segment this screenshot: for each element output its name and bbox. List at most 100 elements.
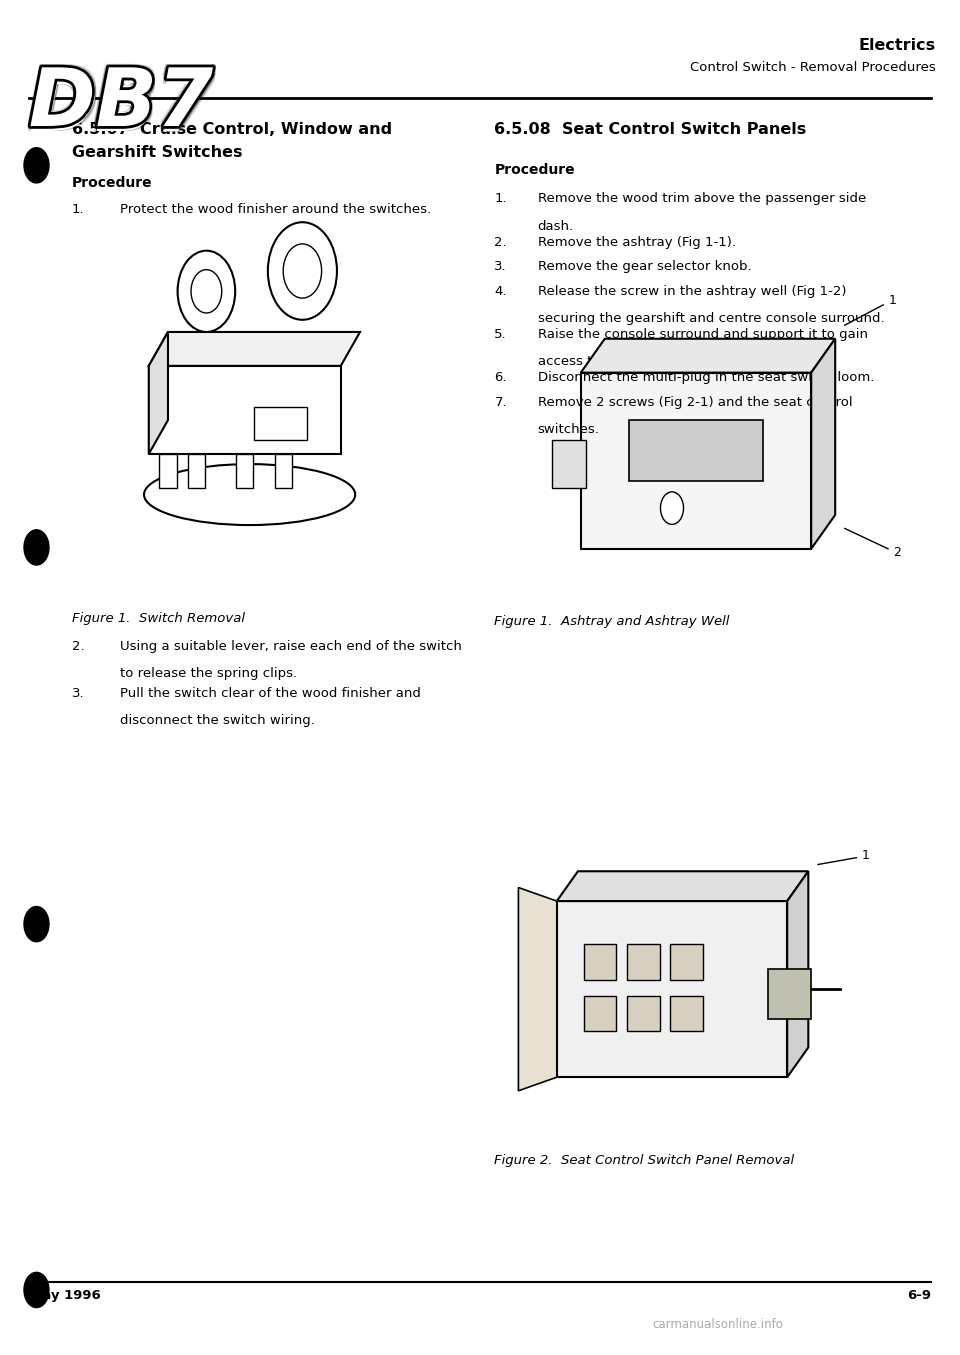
- Text: 7.: 7.: [494, 396, 507, 409]
- Text: DB7: DB7: [29, 65, 213, 144]
- Text: Protect the wood finisher around the switches.: Protect the wood finisher around the swi…: [120, 203, 431, 217]
- Text: disconnect the switch wiring.: disconnect the switch wiring.: [120, 714, 315, 728]
- Text: 3.: 3.: [494, 260, 507, 274]
- Circle shape: [24, 530, 49, 565]
- Text: access to the seat control panel.: access to the seat control panel.: [538, 355, 756, 369]
- FancyBboxPatch shape: [552, 440, 586, 488]
- Polygon shape: [275, 454, 292, 488]
- Text: DB7: DB7: [33, 69, 217, 148]
- Text: DB7: DB7: [29, 69, 213, 148]
- Polygon shape: [518, 888, 557, 1091]
- Text: securing the gearshift and centre console surround.: securing the gearshift and centre consol…: [538, 312, 884, 325]
- Text: 2.: 2.: [72, 640, 84, 653]
- Text: 1: 1: [889, 294, 897, 308]
- Text: DB7: DB7: [25, 69, 209, 148]
- Text: Electrics: Electrics: [859, 38, 936, 53]
- Text: Remove 2 screws (Fig 2-1) and the seat control: Remove 2 screws (Fig 2-1) and the seat c…: [538, 396, 852, 409]
- Text: Remove the gear selector knob.: Remove the gear selector knob.: [538, 260, 752, 274]
- Text: DB7: DB7: [31, 64, 215, 141]
- Ellipse shape: [144, 463, 355, 524]
- Text: Pull the switch clear of the wood finisher and: Pull the switch clear of the wood finish…: [120, 687, 420, 701]
- Text: Procedure: Procedure: [72, 176, 153, 190]
- Circle shape: [283, 244, 322, 298]
- Text: carmanualsonline.info: carmanualsonline.info: [653, 1317, 783, 1331]
- Text: DB7: DB7: [25, 65, 209, 144]
- Polygon shape: [787, 871, 808, 1077]
- Circle shape: [268, 222, 337, 320]
- Text: DB7: DB7: [27, 69, 211, 148]
- Text: 2.: 2.: [494, 236, 507, 249]
- Text: DB7: DB7: [27, 61, 211, 140]
- Text: Raise the console surround and support it to gain: Raise the console surround and support i…: [538, 328, 868, 341]
- Text: Gearshift Switches: Gearshift Switches: [72, 145, 243, 160]
- Text: DB7: DB7: [29, 69, 213, 148]
- Text: switches.: switches.: [538, 423, 599, 436]
- Polygon shape: [768, 969, 811, 1019]
- Text: 4.: 4.: [494, 285, 507, 298]
- Text: 6.5.08  Seat Control Switch Panels: 6.5.08 Seat Control Switch Panels: [494, 122, 806, 137]
- Text: DB7: DB7: [31, 66, 215, 145]
- FancyBboxPatch shape: [627, 944, 660, 980]
- Polygon shape: [149, 332, 360, 366]
- Text: 6.5.07  Cruise Control, Window and: 6.5.07 Cruise Control, Window and: [72, 122, 392, 137]
- Polygon shape: [581, 373, 811, 549]
- Text: DB7: DB7: [33, 61, 217, 140]
- FancyBboxPatch shape: [670, 996, 703, 1031]
- Text: DB7: DB7: [33, 64, 217, 141]
- Text: DB7: DB7: [31, 61, 215, 140]
- Text: DB7: DB7: [27, 66, 211, 145]
- Text: to release the spring clips.: to release the spring clips.: [120, 667, 298, 680]
- FancyBboxPatch shape: [584, 944, 616, 980]
- Polygon shape: [188, 454, 205, 488]
- Text: DB7: DB7: [29, 65, 213, 144]
- Text: Procedure: Procedure: [494, 163, 575, 176]
- Text: DB7: DB7: [27, 65, 211, 144]
- Text: Disconnect the multi-plug in the seat switch loom.: Disconnect the multi-plug in the seat sw…: [538, 371, 874, 385]
- Text: DB7: DB7: [29, 66, 213, 145]
- Polygon shape: [149, 366, 341, 454]
- FancyBboxPatch shape: [629, 420, 763, 481]
- Circle shape: [24, 1272, 49, 1308]
- Polygon shape: [557, 901, 787, 1077]
- Text: DB7: DB7: [29, 65, 213, 144]
- Text: DB7: DB7: [29, 65, 213, 144]
- Text: Release the screw in the ashtray well (Fig 1-2): Release the screw in the ashtray well (F…: [538, 285, 846, 298]
- Text: DB7: DB7: [32, 65, 216, 144]
- Text: Figure 1.  Switch Removal: Figure 1. Switch Removal: [72, 612, 245, 626]
- Text: Remove the wood trim above the passenger side: Remove the wood trim above the passenger…: [538, 192, 866, 206]
- Text: 3.: 3.: [72, 687, 84, 701]
- Text: 2: 2: [893, 546, 900, 560]
- FancyBboxPatch shape: [254, 406, 307, 440]
- Text: Control Switch - Removal Procedures: Control Switch - Removal Procedures: [690, 61, 936, 75]
- Text: 1.: 1.: [494, 192, 507, 206]
- Polygon shape: [581, 339, 835, 373]
- Text: DB7: DB7: [25, 66, 209, 145]
- Polygon shape: [811, 339, 835, 549]
- Text: DB7: DB7: [31, 65, 215, 144]
- Text: 6-9: 6-9: [907, 1289, 931, 1302]
- Text: Figure 2.  Seat Control Switch Panel Removal: Figure 2. Seat Control Switch Panel Remo…: [494, 1154, 795, 1168]
- Text: DB7: DB7: [27, 64, 211, 141]
- Circle shape: [24, 906, 49, 942]
- Text: DB7: DB7: [29, 64, 213, 141]
- Text: DB7: DB7: [26, 65, 210, 144]
- Text: Remove the ashtray (Fig 1-1).: Remove the ashtray (Fig 1-1).: [538, 236, 735, 249]
- Polygon shape: [236, 454, 253, 488]
- Text: dash.: dash.: [538, 220, 574, 233]
- Circle shape: [191, 270, 222, 313]
- Circle shape: [660, 492, 684, 524]
- Text: DB7: DB7: [33, 66, 217, 145]
- FancyBboxPatch shape: [627, 996, 660, 1031]
- Text: DB7: DB7: [31, 69, 215, 148]
- Polygon shape: [149, 332, 168, 454]
- Circle shape: [24, 148, 49, 183]
- Text: DB7: DB7: [33, 65, 217, 144]
- Text: DB7: DB7: [25, 61, 209, 140]
- FancyBboxPatch shape: [670, 944, 703, 980]
- Text: 5.: 5.: [494, 328, 507, 341]
- Text: May 1996: May 1996: [29, 1289, 101, 1302]
- Polygon shape: [557, 871, 808, 901]
- FancyBboxPatch shape: [584, 996, 616, 1031]
- Text: 1: 1: [862, 848, 870, 862]
- Text: DB7: DB7: [29, 61, 213, 140]
